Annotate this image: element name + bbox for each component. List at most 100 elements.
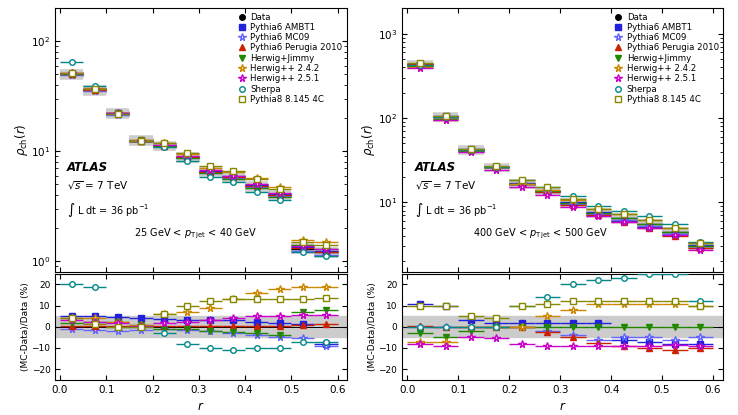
- Herwig++ 2.5.1: [466, 149, 475, 154]
- Data: [90, 88, 99, 93]
- Line: Herwig++ 2.4.2: Herwig++ 2.4.2: [416, 63, 704, 247]
- Pythia8 8.145 4C: [206, 164, 215, 169]
- Line: Sherpa: Sherpa: [69, 59, 329, 259]
- Pythia6 Perugia 2010: [298, 245, 307, 250]
- Herwig++ 2.4.2: [670, 225, 679, 230]
- Legend: Data, Pythia6 AMBT1, Pythia6 MC09, Pythia6 Perugia 2010, Herwig+Jimmy, Herwig++ : Data, Pythia6 AMBT1, Pythia6 MC09, Pythi…: [611, 11, 720, 106]
- Pythia6 MC09: [90, 88, 99, 93]
- Herwig+Jimmy: [159, 144, 168, 149]
- Pythia6 Perugia 2010: [137, 138, 145, 143]
- Herwig++ 2.4.2: [492, 165, 501, 170]
- Pythia6 MC09: [275, 194, 284, 199]
- Data: [619, 216, 628, 221]
- Sherpa: [90, 83, 99, 88]
- Data: [415, 62, 424, 67]
- Herwig+Jimmy: [90, 87, 99, 92]
- Pythia6 Perugia 2010: [159, 143, 168, 148]
- Herwig++ 2.4.2: [466, 147, 475, 152]
- Herwig+Jimmy: [594, 210, 603, 215]
- Pythia8 8.145 4C: [619, 211, 628, 216]
- Sherpa: [229, 180, 238, 185]
- Herwig+Jimmy: [492, 165, 501, 170]
- Herwig++ 2.4.2: [696, 240, 705, 245]
- Data: [543, 189, 552, 194]
- Sherpa: [594, 203, 603, 208]
- Pythia6 AMBT1: [275, 191, 284, 196]
- Line: Data: Data: [69, 72, 329, 255]
- Pythia8 8.145 4C: [114, 111, 123, 116]
- Herwig++ 2.4.2: [183, 152, 192, 157]
- Data: [67, 72, 76, 77]
- Herwig++ 2.4.2: [114, 110, 123, 115]
- Herwig+Jimmy: [466, 148, 475, 153]
- Text: 25 GeV < $p_{\rm T\,jet}$ < 40 GeV: 25 GeV < $p_{\rm T\,jet}$ < 40 GeV: [134, 227, 257, 242]
- Herwig+Jimmy: [415, 63, 424, 68]
- Herwig++ 2.4.2: [206, 165, 215, 170]
- Sherpa: [543, 184, 552, 189]
- Y-axis label: $\rho_{\rm ch}(r)$: $\rho_{\rm ch}(r)$: [13, 124, 30, 156]
- Pythia6 MC09: [670, 232, 679, 237]
- Line: Sherpa: Sherpa: [417, 62, 703, 244]
- Pythia6 AMBT1: [90, 87, 99, 92]
- Herwig+Jimmy: [137, 138, 145, 143]
- Line: Herwig++ 2.5.1: Herwig++ 2.5.1: [68, 69, 330, 253]
- Herwig+Jimmy: [183, 156, 192, 161]
- Sherpa: [114, 111, 123, 116]
- Line: Herwig++ 2.4.2: Herwig++ 2.4.2: [68, 69, 330, 246]
- Text: ATLAS: ATLAS: [67, 161, 108, 174]
- Data: [594, 210, 603, 215]
- Herwig+Jimmy: [696, 244, 705, 249]
- Pythia6 Perugia 2010: [67, 72, 76, 77]
- Pythia8 8.145 4C: [517, 178, 526, 183]
- Line: Pythia8 8.145 4C: Pythia8 8.145 4C: [69, 70, 329, 248]
- Herwig++ 2.4.2: [90, 86, 99, 91]
- Pythia8 8.145 4C: [543, 185, 552, 190]
- Line: Pythia8 8.145 4C: Pythia8 8.145 4C: [417, 61, 703, 246]
- Pythia6 Perugia 2010: [90, 88, 99, 93]
- Herwig++ 2.4.2: [322, 239, 331, 244]
- Pythia6 Perugia 2010: [252, 184, 261, 189]
- Herwig++ 2.5.1: [206, 168, 215, 173]
- Pythia6 MC09: [67, 73, 76, 78]
- Herwig+Jimmy: [206, 171, 215, 176]
- Herwig++ 2.4.2: [229, 169, 238, 174]
- Herwig+Jimmy: [298, 243, 307, 248]
- Line: Pythia6 MC09: Pythia6 MC09: [68, 71, 330, 258]
- Herwig++ 2.5.1: [492, 167, 501, 172]
- Pythia6 Perugia 2010: [466, 147, 475, 152]
- Pythia8 8.145 4C: [159, 141, 168, 146]
- Pythia6 MC09: [415, 62, 424, 67]
- Pythia6 MC09: [619, 217, 628, 222]
- Sherpa: [670, 221, 679, 226]
- Pythia8 8.145 4C: [67, 70, 76, 75]
- Pythia6 AMBT1: [67, 71, 76, 76]
- Sherpa: [67, 59, 76, 64]
- Line: Pythia6 Perugia 2010: Pythia6 Perugia 2010: [69, 71, 329, 254]
- Text: $\int$ L dt = 36 pb$^{-1}$: $\int$ L dt = 36 pb$^{-1}$: [415, 201, 497, 219]
- Sherpa: [159, 145, 168, 150]
- Pythia8 8.145 4C: [275, 187, 284, 192]
- Pythia6 AMBT1: [322, 248, 331, 253]
- Herwig+Jimmy: [275, 194, 284, 199]
- Sherpa: [137, 138, 145, 143]
- Herwig++ 2.5.1: [183, 154, 192, 159]
- Herwig+Jimmy: [568, 200, 577, 205]
- Pythia6 AMBT1: [415, 61, 424, 66]
- Herwig+Jimmy: [252, 186, 261, 190]
- Y-axis label: $\rho_{\rm ch}(r)$: $\rho_{\rm ch}(r)$: [359, 124, 376, 156]
- Herwig++ 2.5.1: [619, 219, 628, 224]
- Pythia6 Perugia 2010: [229, 175, 238, 180]
- Sherpa: [252, 189, 261, 194]
- Pythia6 Perugia 2010: [645, 226, 654, 231]
- Pythia8 8.145 4C: [466, 146, 475, 151]
- Pythia8 8.145 4C: [322, 243, 331, 248]
- Pythia6 MC09: [645, 224, 654, 229]
- Pythia8 8.145 4C: [670, 225, 679, 230]
- Pythia6 Perugia 2010: [543, 190, 552, 195]
- Sherpa: [298, 250, 307, 255]
- Herwig++ 2.5.1: [114, 110, 123, 115]
- Herwig++ 2.4.2: [543, 187, 552, 192]
- Herwig++ 2.4.2: [298, 238, 307, 243]
- Pythia6 Perugia 2010: [322, 249, 331, 254]
- Pythia8 8.145 4C: [252, 176, 261, 181]
